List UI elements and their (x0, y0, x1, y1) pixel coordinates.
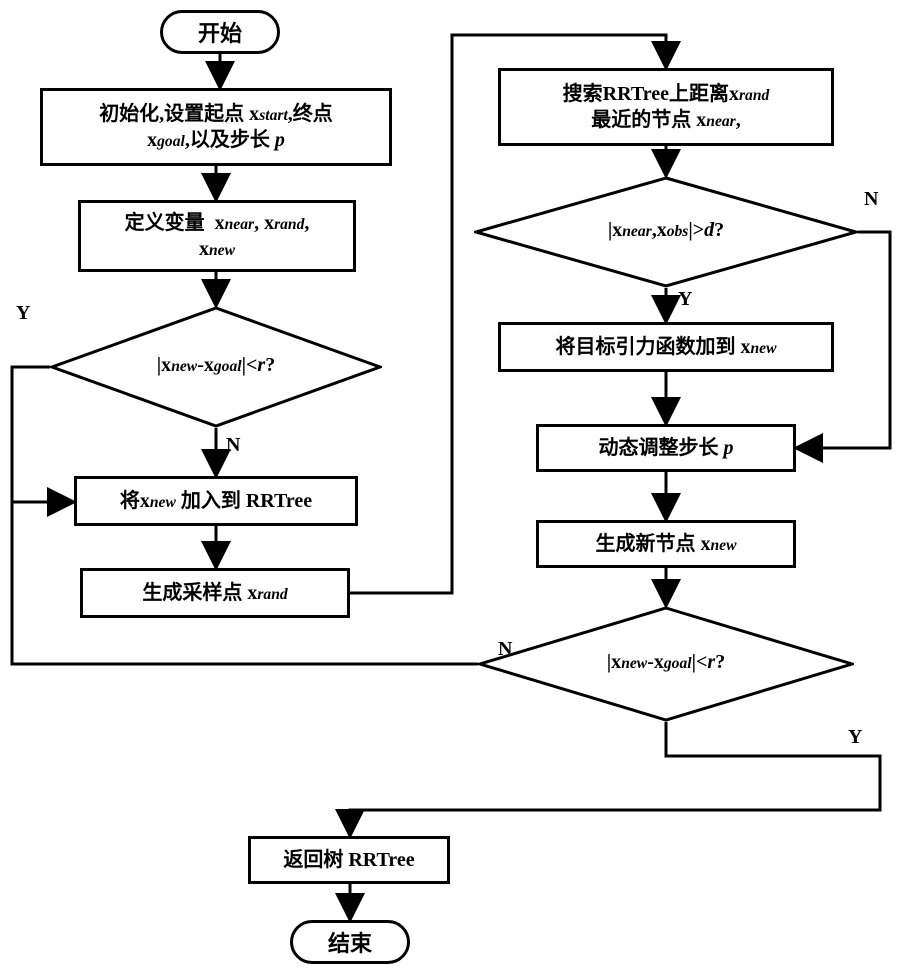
process-generate-sample: 生成采样点 xrand (80, 568, 350, 618)
sample-text: 生成采样点 xrand (142, 580, 287, 606)
d2-text: |xnear,xobs|>d? (474, 219, 858, 242)
process-return-tree: 返回树 RRTree (248, 836, 450, 884)
decision-xnew-close-to-goal-2: |xnew-xgoal|<r? (478, 606, 854, 722)
dynstep-text: 动态调整步长 p (599, 435, 734, 461)
gennew-text: 生成新节点 xnew (596, 531, 737, 557)
decision-xnew-close-to-goal-1: |xnew-xgoal|<r? (50, 306, 382, 428)
process-init: 初始化,设置起点 xstart,终点xgoal,以及步长 p (40, 88, 392, 166)
process-generate-new-node: 生成新节点 xnew (536, 520, 796, 568)
gravity-text: 将目标引力函数加到 xnew (556, 334, 777, 360)
process-add-xnew-to-tree: 将xnew 加入到 RRTree (74, 476, 358, 526)
process-defvars: 定义变量 xnear, xrand,xnew (78, 200, 356, 272)
init-text: 初始化,设置起点 xstart,终点xgoal,以及步长 p (99, 101, 333, 153)
edge-d1-to-rettree (12, 367, 50, 502)
d1-text: |xnew-xgoal|<r? (50, 354, 382, 377)
edge-d3-to-rettree (350, 722, 880, 836)
terminator-start: 开始 (160, 10, 280, 54)
label-d1-no: N (226, 434, 240, 457)
process-add-gravity: 将目标引力函数加到 xnew (498, 322, 834, 372)
label-d3-yes: Y (848, 726, 862, 749)
label-d2-yes: Y (678, 288, 692, 311)
terminator-end-label: 结束 (328, 926, 372, 958)
d3-text: |xnew-xgoal|<r? (478, 651, 854, 674)
label-d2-no: N (864, 188, 878, 211)
label-d3-no: N (498, 638, 512, 661)
rettree-text: 返回树 RRTree (283, 847, 414, 873)
label-d1-yes: Y (16, 302, 30, 325)
process-dynamic-step: 动态调整步长 p (536, 424, 796, 472)
addxnew-text: 将xnew 加入到 RRTree (120, 488, 312, 514)
defvars-text: 定义变量 xnear, xrand,xnew (125, 210, 310, 262)
process-search-nearest: 搜索RRTree上距离xrand最近的节点 xnear, (498, 68, 834, 146)
terminator-start-label: 开始 (198, 16, 242, 48)
search-text: 搜索RRTree上距离xrand最近的节点 xnear, (563, 81, 770, 133)
decision-xnear-far-from-obs: |xnear,xobs|>d? (474, 176, 858, 288)
terminator-end: 结束 (290, 920, 410, 964)
